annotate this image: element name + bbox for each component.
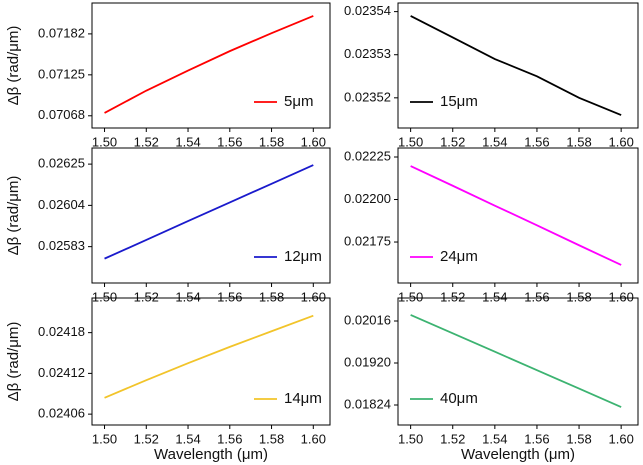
y-tick-label: 0.02200 <box>344 191 391 206</box>
y-tick-label: 0.02175 <box>344 233 391 248</box>
y-tick-label: 0.07182 <box>38 25 85 40</box>
x-tick-label: 1.60 <box>301 289 326 304</box>
data-line <box>104 314 314 399</box>
y-tick-label: 0.07068 <box>38 107 85 122</box>
plot-frame <box>91 2 331 129</box>
x-tick-label: 1.60 <box>609 431 634 446</box>
legend-label: 12μm <box>284 248 322 265</box>
plot-frame <box>397 297 639 426</box>
plot-frame <box>91 297 331 426</box>
y-tick-label: 0.01920 <box>344 354 391 369</box>
y-axis-label: Δβ (rad/μm) <box>5 26 22 106</box>
data-line <box>410 314 622 408</box>
x-tick-label: 1.56 <box>217 289 242 304</box>
x-tick-label: 1.50 <box>92 134 117 149</box>
x-tick-label: 1.54 <box>482 134 507 149</box>
x-tick-label: 1.58 <box>259 289 284 304</box>
x-tick-label: 1.60 <box>609 134 634 149</box>
x-tick-label: 1.52 <box>440 134 465 149</box>
x-tick-label: 1.54 <box>482 431 507 446</box>
y-tick-label: 0.02412 <box>38 365 85 380</box>
x-tick-label: 1.56 <box>217 431 242 446</box>
legend-label: 24μm <box>440 248 478 265</box>
y-axis-label: Δβ (rad/μm) <box>5 176 22 256</box>
data-line <box>104 164 314 260</box>
y-tick-label: 0.02354 <box>344 3 391 18</box>
x-tick-label: 1.54 <box>175 134 200 149</box>
x-tick-label: 1.50 <box>398 289 423 304</box>
legend-label: 14μm <box>284 390 322 407</box>
x-tick-label: 1.52 <box>134 431 159 446</box>
y-tick-label: 0.02418 <box>38 324 85 339</box>
y-tick-label: 0.02583 <box>38 238 85 253</box>
x-tick-label: 1.58 <box>566 431 591 446</box>
y-tick-label: 0.02225 <box>344 148 391 163</box>
y-tick-label: 0.07125 <box>38 66 85 81</box>
x-axis-label: Wavelength (μm) <box>461 446 575 463</box>
x-tick-label: 1.50 <box>398 134 423 149</box>
data-line <box>410 15 622 116</box>
y-tick-label: 0.02353 <box>344 46 391 61</box>
x-tick-label: 1.60 <box>609 289 634 304</box>
x-tick-label: 1.52 <box>134 289 159 304</box>
x-tick-label: 1.58 <box>566 134 591 149</box>
x-tick-label: 1.58 <box>566 289 591 304</box>
y-tick-label: 0.02016 <box>344 312 391 327</box>
legend-label: 15μm <box>440 93 478 110</box>
x-tick-label: 1.54 <box>482 289 507 304</box>
x-tick-label: 1.50 <box>92 431 117 446</box>
x-tick-label: 1.54 <box>175 289 200 304</box>
x-axis-label: Wavelength (μm) <box>154 446 268 463</box>
y-tick-label: 0.02625 <box>38 156 85 171</box>
x-tick-label: 1.58 <box>259 431 284 446</box>
plot-frame <box>397 147 639 284</box>
x-tick-label: 1.52 <box>134 134 159 149</box>
data-line <box>410 165 622 266</box>
y-tick-label: 0.02406 <box>38 406 85 421</box>
legend-label: 5μm <box>284 93 313 110</box>
x-tick-label: 1.50 <box>92 289 117 304</box>
plot-frame <box>91 147 331 284</box>
x-tick-label: 1.54 <box>175 431 200 446</box>
x-tick-label: 1.60 <box>301 431 326 446</box>
y-axis-label: Δβ (rad/μm) <box>5 322 22 402</box>
x-tick-label: 1.60 <box>301 134 326 149</box>
x-tick-label: 1.56 <box>217 134 242 149</box>
x-tick-label: 1.56 <box>524 431 549 446</box>
y-tick-label: 0.02352 <box>344 89 391 104</box>
y-tick-label: 0.01824 <box>344 396 391 411</box>
x-tick-label: 1.58 <box>259 134 284 149</box>
x-tick-label: 1.52 <box>440 289 465 304</box>
x-tick-label: 1.56 <box>524 289 549 304</box>
x-tick-label: 1.52 <box>440 431 465 446</box>
x-tick-label: 1.56 <box>524 134 549 149</box>
data-line <box>104 15 314 114</box>
x-tick-label: 1.50 <box>398 431 423 446</box>
plot-frame <box>397 2 639 129</box>
legend-label: 40μm <box>440 390 478 407</box>
y-tick-label: 0.02604 <box>38 197 85 212</box>
